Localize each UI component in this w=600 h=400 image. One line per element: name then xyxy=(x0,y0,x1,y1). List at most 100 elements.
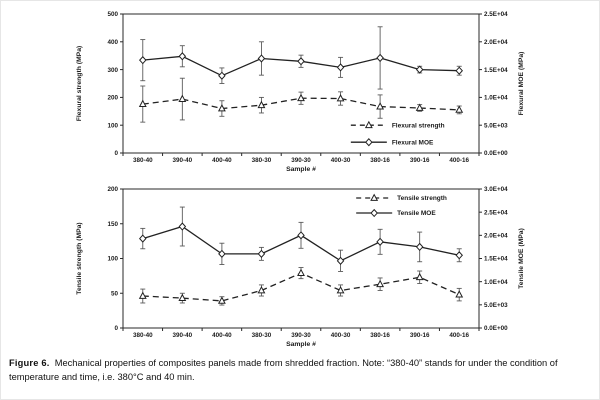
svg-text:2.0E+04: 2.0E+04 xyxy=(484,39,508,46)
flexural-chart-svg: 380-40 390-40 400-40 380-30 390-30 400-30 380-… xyxy=(76,11,525,173)
triangle-marker xyxy=(370,193,379,201)
triangle-marker xyxy=(138,291,147,299)
svg-text:390-30: 390-30 xyxy=(291,332,311,339)
diamond-marker xyxy=(257,54,266,63)
svg-text:400-40: 400-40 xyxy=(212,157,232,164)
legend-label: Tensile strength xyxy=(397,195,447,202)
svg-text:3.0E+04: 3.0E+04 xyxy=(484,186,508,193)
figure-caption: Figure 6. Mechanical properties of compo… xyxy=(9,356,593,385)
y-axis-left-title: Flexural strength (MPa) xyxy=(76,46,83,122)
svg-text:2.5E+04: 2.5E+04 xyxy=(484,209,508,216)
x-axis-title: Sample # xyxy=(286,341,316,348)
svg-text:0: 0 xyxy=(114,325,118,332)
diamond-marker xyxy=(297,231,305,240)
diamond-marker xyxy=(365,138,373,147)
series-flexural-moe xyxy=(139,26,463,90)
triangle-marker xyxy=(455,105,464,113)
axes xyxy=(122,13,480,156)
legend-label: Tensile MOE xyxy=(397,210,436,217)
svg-text:2.0E+04: 2.0E+04 xyxy=(484,233,508,240)
svg-text:100: 100 xyxy=(107,256,118,263)
series-flexural-strength xyxy=(138,77,464,123)
svg-text:390-30: 390-30 xyxy=(291,157,311,164)
diamond-marker xyxy=(455,251,463,260)
y-axis-right-ticks: 0.0E+00 5.0E+03 1.0E+04 1.5E+04 2.0E+04 2.5E+… xyxy=(479,186,508,332)
triangle-marker xyxy=(376,102,385,110)
svg-text:1.5E+04: 1.5E+04 xyxy=(484,256,508,263)
svg-text:390-40: 390-40 xyxy=(173,332,193,339)
triangle-marker xyxy=(415,272,424,281)
diamond-marker xyxy=(257,249,266,259)
legend: Tensile strength Tensile MOE xyxy=(356,193,447,218)
svg-text:5.0E+03: 5.0E+03 xyxy=(484,122,508,129)
svg-text:1.0E+04: 1.0E+04 xyxy=(484,95,508,102)
svg-text:390-16: 390-16 xyxy=(410,332,430,339)
diamond-marker xyxy=(370,208,378,218)
diamond-marker xyxy=(218,249,226,259)
series-tensile-moe xyxy=(139,206,463,272)
y-axis-left-ticks: 0 50 100 150 200 xyxy=(107,186,123,332)
svg-text:380-30: 380-30 xyxy=(252,332,272,339)
svg-text:400-16: 400-16 xyxy=(449,332,469,339)
triangle-marker xyxy=(336,286,345,294)
svg-text:400-16: 400-16 xyxy=(449,157,469,164)
triangle-marker xyxy=(217,104,226,112)
triangle-marker xyxy=(217,296,226,304)
diamond-marker xyxy=(376,53,384,63)
diamond-marker xyxy=(415,65,424,74)
triangle-marker xyxy=(297,93,305,102)
svg-text:390-40: 390-40 xyxy=(173,157,193,164)
y-axis-left-ticks: 0 100 200 300 400 500 xyxy=(107,11,123,157)
triangle-marker xyxy=(178,293,187,302)
svg-text:380-16: 380-16 xyxy=(370,332,390,339)
svg-text:400-40: 400-40 xyxy=(212,332,232,339)
diamond-marker xyxy=(455,66,463,75)
svg-text:1.5E+04: 1.5E+04 xyxy=(484,67,508,74)
y-axis-right-ticks: 0.0E+00 5.0E+03 1.0E+04 1.5E+04 2.0E+04 2.5E+… xyxy=(479,11,508,157)
diamond-marker xyxy=(297,57,305,66)
svg-text:2.5E+04: 2.5E+04 xyxy=(484,11,508,18)
figure-caption-label: Figure 6. xyxy=(9,358,50,368)
svg-text:380-16: 380-16 xyxy=(370,157,390,164)
diamond-marker xyxy=(178,222,187,231)
triangle-marker xyxy=(364,120,373,129)
x-tick-labels: 380-40 390-40 400-40 380-30 390-30 400-30 380-… xyxy=(133,157,470,164)
figure-caption-text: Mechanical properties of composites pane… xyxy=(9,358,558,383)
triangle-marker xyxy=(415,103,424,111)
triangle-marker xyxy=(297,268,305,276)
y-axis-right-title: Flexural MOE (MPa) xyxy=(518,52,525,116)
diamond-marker xyxy=(178,52,187,61)
svg-text:400: 400 xyxy=(107,39,118,46)
svg-text:100: 100 xyxy=(107,122,118,129)
y-axis-left-title: Tensile strength (MPa) xyxy=(76,222,83,294)
diamond-marker xyxy=(139,234,147,243)
svg-text:0: 0 xyxy=(114,150,118,157)
svg-text:300: 300 xyxy=(107,67,118,74)
triangle-marker xyxy=(138,99,147,107)
triangle-marker xyxy=(257,286,266,294)
diamond-marker xyxy=(139,56,147,65)
svg-text:50: 50 xyxy=(111,290,119,297)
svg-text:0.0E+00: 0.0E+00 xyxy=(484,325,508,332)
triangle-marker xyxy=(376,279,385,288)
y-axis-right-title: Tensile MOE (MPa) xyxy=(518,228,525,289)
triangle-marker xyxy=(455,290,464,298)
svg-text:200: 200 xyxy=(107,95,118,102)
diamond-marker xyxy=(376,237,384,246)
x-axis-title: Sample # xyxy=(286,166,316,173)
triangle-marker xyxy=(336,94,345,102)
svg-text:1.0E+04: 1.0E+04 xyxy=(484,279,508,286)
x-tick-labels: 380-40 390-40 400-40 380-30 390-30 400-30 380-… xyxy=(133,332,470,339)
svg-text:390-16: 390-16 xyxy=(410,157,430,164)
flexural-chart: 380-40 390-40 400-40 380-30 390-30 400-30 380-… xyxy=(1,1,599,179)
diamond-marker xyxy=(218,71,226,80)
tensile-chart: 380-40 390-40 400-40 380-30 390-30 400-30 380-… xyxy=(1,179,599,357)
diamond-marker xyxy=(336,63,345,72)
series-tensile-strength xyxy=(138,267,464,306)
legend-label: Flexural strength xyxy=(392,122,445,129)
svg-text:380-40: 380-40 xyxy=(133,157,153,164)
legend: Flexural strength Flexural MOE xyxy=(350,120,445,147)
diamond-marker xyxy=(415,242,424,252)
triangle-marker xyxy=(257,100,266,109)
